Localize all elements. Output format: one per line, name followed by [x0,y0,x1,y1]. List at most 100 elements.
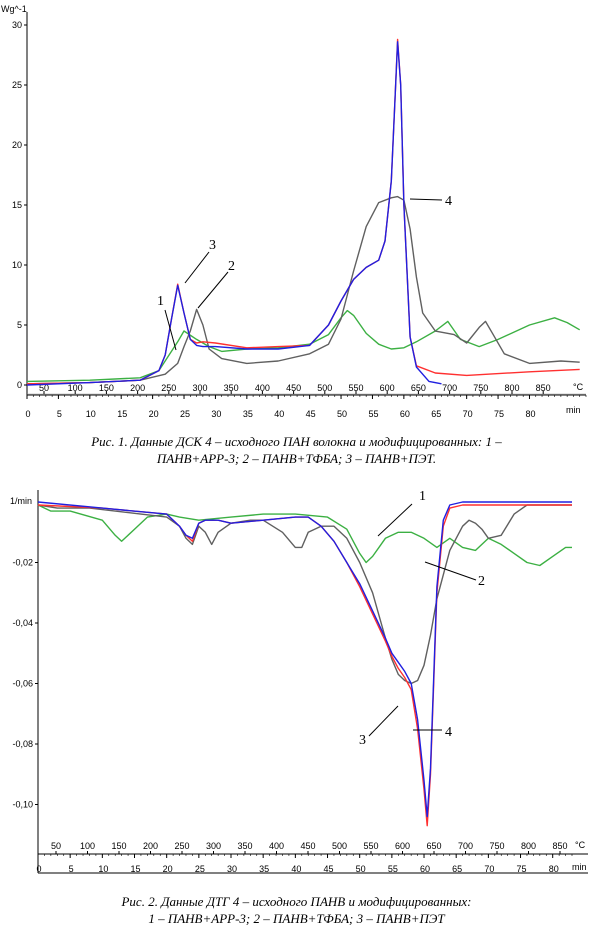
time-tick-label: 25 [180,409,190,419]
temp-tick-label: 50 [51,841,61,851]
temp-tick-label: 200 [130,383,145,393]
temp-tick-label: 750 [473,383,488,393]
dtg-axes [37,490,588,874]
temp-tick-label: 450 [300,841,315,851]
dtg-chart: 1/min -0,02-0,04-0,06-0,08-0,10 50 100 150… [10,489,588,874]
dsc-axes [26,12,586,396]
dsc-time-unit: min [566,405,581,415]
time-tick-label: 25 [195,864,205,874]
time-tick-label: 75 [517,864,527,874]
temp-tick-label: 350 [224,383,239,393]
series-4-line [26,41,442,386]
dtg-ylabel: 1/min [10,496,32,506]
y-tick-label: -0,06 [12,679,33,689]
time-tick-label: 0 [36,864,41,874]
y-tick-label: -0,04 [12,618,33,628]
time-tick-label: 20 [163,864,173,874]
dsc-temp-unit: °C [573,382,584,392]
y-tick-label: 25 [12,80,22,90]
dsc-label-4: 4 [445,194,452,209]
temp-tick-label: 450 [286,383,301,393]
time-tick-label: 80 [549,864,559,874]
temp-tick-label: 200 [143,841,158,851]
dsc-leader-3 [184,251,210,284]
temp-tick-label: 350 [237,841,252,851]
figure2-caption: Рис. 2. Данные ДТГ 4 – исходного ПАНВ и … [0,893,593,927]
time-tick-label: 65 [431,409,441,419]
time-tick-label: 35 [259,864,269,874]
dsc-time-ticks: 0 5 10 15 20 25 30 35 40 45 50 55 60 65 70 75 80 [25,395,587,419]
time-tick-label: 80 [525,409,535,419]
series-2-line [26,195,580,385]
temp-tick-label: 600 [380,383,395,393]
figure1-caption-line2: ПАНВ+АРР-3; 2 – ПАНВ+ТФБА; 3 – ПАНВ+ПЭТ. [156,451,437,466]
time-tick-label: 40 [274,409,284,419]
dsc-leader-1 [164,309,177,351]
figure1-caption: Рис. 1. Данные ДСК 4 – исходного ПАН вол… [0,433,593,467]
y-tick-label: -0,02 [12,558,33,568]
time-tick-label: 15 [130,864,140,874]
temp-tick-label: 250 [174,841,189,851]
dsc-series [26,38,581,386]
temp-tick-label: 50 [39,383,49,393]
dtg-label-1: 1 [419,489,426,504]
y-tick-label: 0 [17,380,22,390]
temp-tick-label: 650 [426,841,441,851]
dtg-leader-2 [424,561,477,581]
temp-tick-label: 250 [161,383,176,393]
time-tick-label: 45 [324,864,334,874]
temp-tick-label: 400 [255,383,270,393]
temp-tick-label: 550 [363,841,378,851]
y-tick-label: -0,08 [12,739,33,749]
figure2-caption-line1: Рис. 2. Данные ДТГ 4 – исходного ПАНВ и … [121,894,472,909]
time-tick-label: 5 [57,409,62,419]
time-tick-label: 30 [211,409,221,419]
series-3-line [37,504,572,827]
temp-tick-label: 800 [504,383,519,393]
temp-tick-label: 750 [489,841,504,851]
time-tick-label: 70 [463,409,473,419]
dtg-series [37,501,572,827]
time-tick-label: 30 [227,864,237,874]
dtg-temp-ticks: 50 100 150 200 250 300 350 400 450 500 550 600 650 70… [51,841,568,854]
temp-tick-label: 600 [395,841,410,851]
temp-tick-label: 100 [80,841,95,851]
y-tick-label: 5 [17,320,22,330]
dsc-ylabel: Wg^-1 [1,4,27,14]
dtg-label-3: 3 [359,733,366,748]
time-tick-label: 50 [337,409,347,419]
dtg-label-4: 4 [445,725,452,740]
temp-tick-label: 700 [442,383,457,393]
y-tick-label: 10 [12,260,22,270]
series-2-line [37,504,572,685]
temp-tick-label: 650 [411,383,426,393]
dtg-y-ticks: -0,02 -0,04 -0,06 -0,08 -0,10 [12,558,38,810]
time-tick-label: 70 [484,864,494,874]
y-tick-label: 30 [12,20,22,30]
temp-tick-label: 500 [332,841,347,851]
temp-tick-label: 300 [206,841,221,851]
time-tick-label: 10 [86,409,96,419]
dsc-temp-ticks: 50 100 150 200 250 300 350 400 450 500 550 600 650 70… [39,383,551,394]
time-tick-label: 60 [400,409,410,419]
dtg-leader-1 [377,503,413,537]
time-tick-label: 55 [368,409,378,419]
time-tick-label: 35 [243,409,253,419]
series-1-line [37,504,572,567]
temp-tick-label: 150 [99,383,114,393]
dsc-leader-4 [409,198,443,201]
dtg-time-unit: min [572,862,587,872]
figure2-caption-line2: 1 – ПАНВ+АРР-3; 2 – ПАНВ+ТФБА; 3 – ПАНВ+… [148,911,445,926]
time-tick-label: 10 [98,864,108,874]
temp-tick-label: 500 [317,383,332,393]
time-tick-label: 65 [452,864,462,874]
y-tick-label: 15 [12,200,22,210]
time-tick-label: 75 [494,409,504,419]
time-tick-label: 5 [69,864,74,874]
dsc-label-1: 1 [157,294,164,309]
dtg-temp-unit: °C [575,840,586,850]
time-tick-label: 60 [420,864,430,874]
time-tick-label: 0 [25,409,30,419]
time-tick-label: 55 [388,864,398,874]
